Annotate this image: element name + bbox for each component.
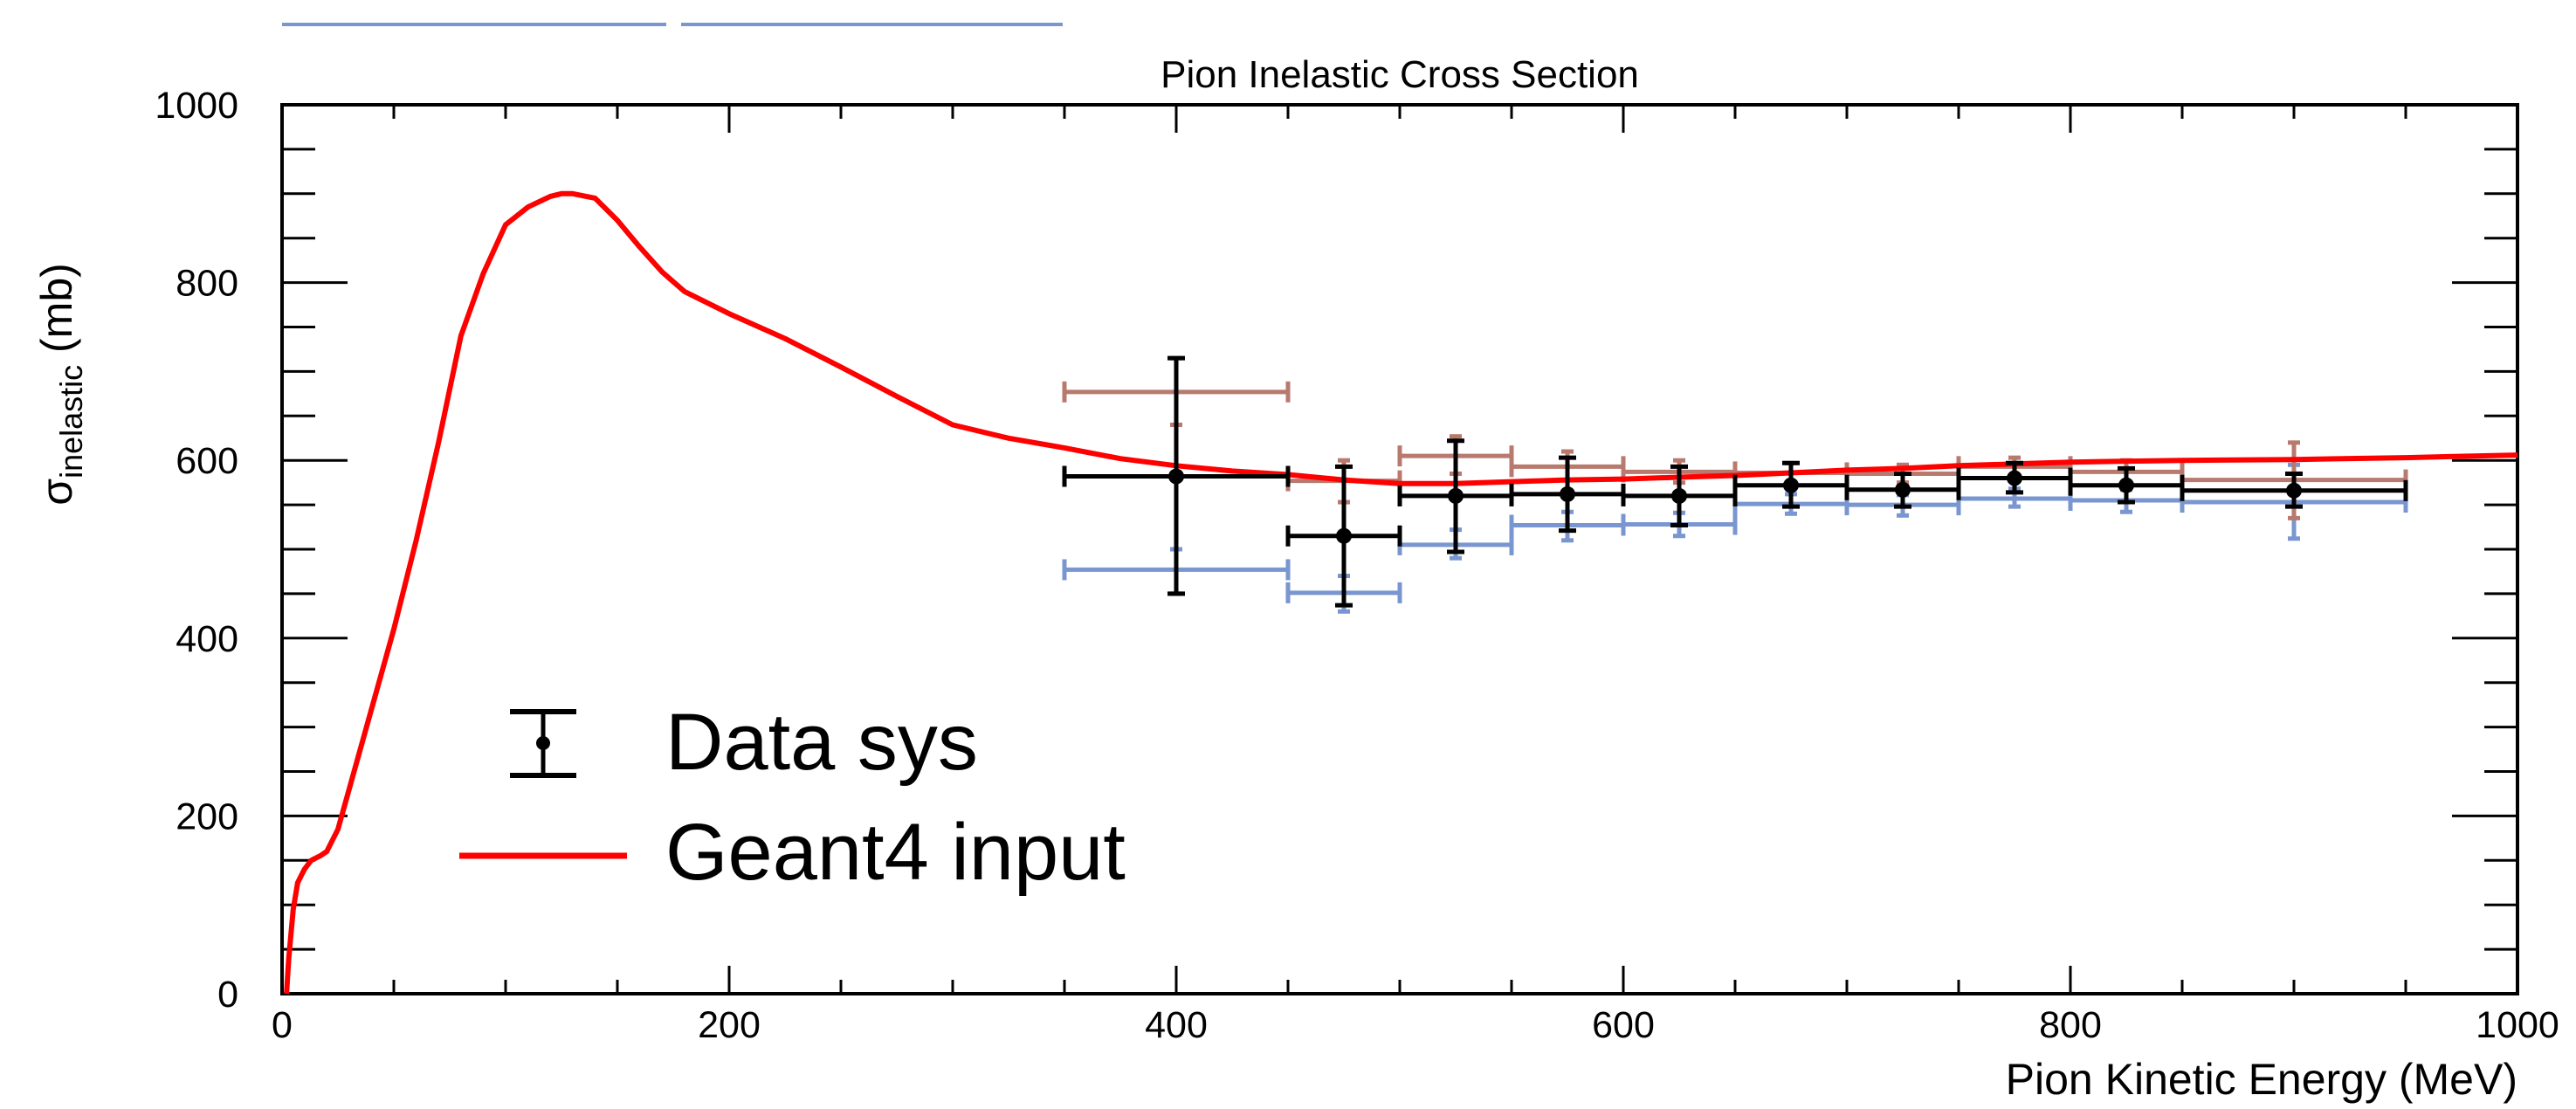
data-point (1448, 487, 1464, 504)
legend: Data sys Geant4 input (459, 698, 1126, 897)
data-point (1895, 481, 1911, 498)
y-tick-label: 1000 (155, 85, 238, 127)
y-tick-label: 200 (176, 796, 238, 837)
y-tick-label: 0 (217, 974, 238, 1016)
data-point (2286, 482, 2302, 499)
plot-area (280, 103, 2519, 995)
y-axis-label-unit: (mb) (32, 263, 81, 365)
series-layer (284, 190, 2518, 995)
data-point (1560, 486, 1575, 502)
x-tick-label: 600 (1592, 1004, 1655, 1046)
x-tick-label: 800 (2039, 1004, 2102, 1046)
data-point (2007, 470, 2022, 486)
x-axis-label: Pion Kinetic Energy (MeV) (2006, 1055, 2517, 1104)
data-point (1168, 468, 1184, 485)
y-tick-label: 600 (176, 440, 238, 482)
data-point (1336, 527, 1352, 544)
axis-ticks (280, 103, 2519, 995)
legend-marker-data (510, 709, 576, 778)
data-point (1783, 477, 1799, 493)
y-tick-label: 400 (176, 618, 238, 660)
data-point (1671, 487, 1687, 504)
x-tick-label: 400 (1145, 1004, 1208, 1046)
y-axis-label-symbol: σ (32, 479, 81, 506)
tick-labels: 0 200 400 600 800 1000 0 200 400 600 800 1000 (155, 85, 2559, 1046)
y-axis-label: σinelastic (mb) (32, 263, 89, 506)
x-tick-label: 0 (272, 1004, 293, 1046)
x-tick-label: 1000 (2476, 1004, 2559, 1046)
legend-label-geant4: Geant4 input (665, 808, 1126, 897)
x-tick-label: 200 (698, 1004, 761, 1046)
data-series (1062, 355, 2408, 608)
y-axis-label-subscript: inelastic (53, 365, 89, 479)
data-point (2118, 477, 2134, 493)
y-tick-label: 800 (176, 263, 238, 305)
legend-label-data: Data sys (665, 698, 978, 787)
chart-title: Pion Inelastic Cross Section (1161, 53, 1639, 96)
geant4-curve (284, 190, 2518, 995)
